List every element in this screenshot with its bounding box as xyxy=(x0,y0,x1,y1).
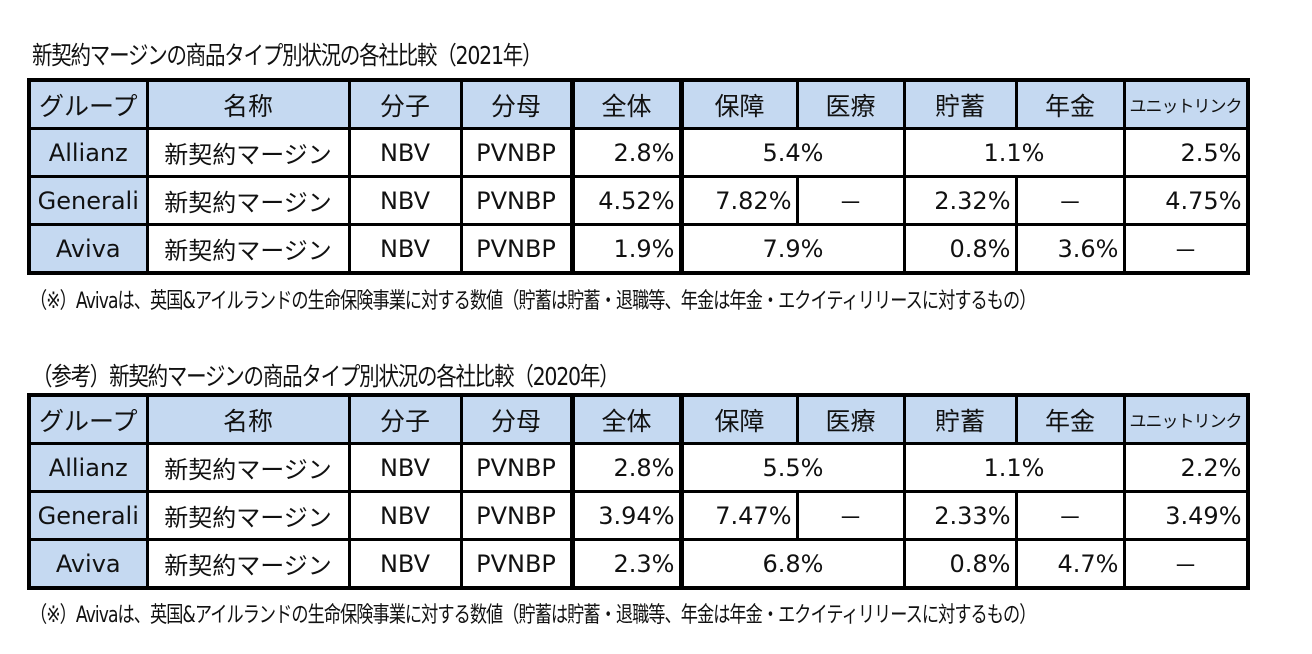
savings-cell: 2.33% xyxy=(902,490,1018,541)
pension-cell: － xyxy=(1014,175,1126,226)
numerator-cell: NBV xyxy=(347,538,463,590)
pension-cell: － xyxy=(1014,490,1126,541)
header-denominator: 分母 xyxy=(459,78,574,130)
numerator-cell: NBV xyxy=(347,442,463,493)
protection-medical-cell: 5.5% xyxy=(679,442,906,493)
total-cell: 4.52% xyxy=(569,175,684,226)
savings-pension-cell: 1.1% xyxy=(902,127,1126,178)
header-medical: 医療 xyxy=(795,78,906,130)
group-cell: Generali xyxy=(27,490,149,541)
header-unit-linked: ユニットリンク xyxy=(1122,78,1249,130)
savings-cell: 0.8% xyxy=(902,223,1018,275)
footnote-2020: （※）Avivaは、英国&アイルランドの生命保険事業に対する数値（貯蓄は貯蓄・退… xyxy=(30,603,1036,628)
denominator-cell: PVNBP xyxy=(459,490,574,541)
table-row: Allianz 新契約マージン NBV PVNBP 2.8% 5.4% 1.1%… xyxy=(27,127,1249,178)
header-savings: 貯蓄 xyxy=(902,393,1018,445)
protection-cell: 7.47% xyxy=(679,490,799,541)
unit-linked-cell: 2.5% xyxy=(1122,127,1249,178)
denominator-cell: PVNBP xyxy=(459,442,574,493)
header-row: グループ 名称 分子 分母 全体 保障 医療 貯蓄 年金 ユニットリンク xyxy=(27,393,1249,445)
total-cell: 2.8% xyxy=(569,127,684,178)
unit-linked-cell: － xyxy=(1122,223,1249,275)
header-protection: 保障 xyxy=(679,393,799,445)
name-cell: 新契約マージン xyxy=(145,538,351,590)
unit-linked-cell: 3.49% xyxy=(1122,490,1249,541)
name-cell: 新契約マージン xyxy=(145,223,351,275)
header-denominator: 分母 xyxy=(459,393,574,445)
medical-cell: － xyxy=(795,175,906,226)
numerator-cell: NBV xyxy=(347,223,463,275)
denominator-cell: PVNBP xyxy=(459,175,574,226)
name-cell: 新契約マージン xyxy=(145,490,351,541)
total-cell: 1.9% xyxy=(569,223,684,275)
savings-cell: 0.8% xyxy=(902,538,1018,590)
unit-linked-cell: 4.75% xyxy=(1122,175,1249,226)
header-total: 全体 xyxy=(569,78,684,130)
protection-cell: 7.82% xyxy=(679,175,799,226)
header-pension: 年金 xyxy=(1014,78,1126,130)
pension-cell: 4.7% xyxy=(1014,538,1126,590)
table-row: Aviva 新契約マージン NBV PVNBP 1.9% 7.9% 0.8% 3… xyxy=(27,223,1249,275)
total-cell: 2.8% xyxy=(569,442,684,493)
denominator-cell: PVNBP xyxy=(459,538,574,590)
total-cell: 2.3% xyxy=(569,538,684,590)
medical-cell: － xyxy=(795,490,906,541)
header-name: 名称 xyxy=(145,393,351,445)
table-row: Generali 新契約マージン NBV PVNBP 3.94% 7.47% －… xyxy=(27,490,1249,541)
table-row: Allianz 新契約マージン NBV PVNBP 2.8% 5.5% 1.1%… xyxy=(27,442,1249,493)
table-title-2020: （参考）新契約マージンの商品タイプ別状況の各社比較（2020年） xyxy=(32,362,620,391)
header-numerator: 分子 xyxy=(347,393,463,445)
denominator-cell: PVNBP xyxy=(459,223,574,275)
header-group: グループ xyxy=(27,78,149,130)
unit-linked-cell: － xyxy=(1122,538,1249,590)
group-cell: Allianz xyxy=(27,442,149,493)
header-name: 名称 xyxy=(145,78,351,130)
unit-linked-cell: 2.2% xyxy=(1122,442,1249,493)
protection-medical-cell: 6.8% xyxy=(679,538,906,590)
protection-medical-cell: 7.9% xyxy=(679,223,906,275)
table-row: Aviva 新契約マージン NBV PVNBP 2.3% 6.8% 0.8% 4… xyxy=(27,538,1249,590)
numerator-cell: NBV xyxy=(347,175,463,226)
protection-medical-cell: 5.4% xyxy=(679,127,906,178)
group-cell: Generali xyxy=(27,175,149,226)
denominator-cell: PVNBP xyxy=(459,127,574,178)
footnote-2021: （※）Avivaは、英国&アイルランドの生命保険事業に対する数値（貯蓄は貯蓄・退… xyxy=(30,289,1036,314)
pension-cell: 3.6% xyxy=(1014,223,1126,275)
header-protection: 保障 xyxy=(679,78,799,130)
header-total: 全体 xyxy=(569,393,684,445)
header-pension: 年金 xyxy=(1014,393,1126,445)
group-cell: Aviva xyxy=(27,538,149,590)
numerator-cell: NBV xyxy=(347,490,463,541)
header-numerator: 分子 xyxy=(347,78,463,130)
name-cell: 新契約マージン xyxy=(145,442,351,493)
group-cell: Aviva xyxy=(27,223,149,275)
savings-cell: 2.32% xyxy=(902,175,1018,226)
margin-table-2021: グループ 名称 分子 分母 全体 保障 医療 貯蓄 年金 ユニットリンク All… xyxy=(27,78,1250,275)
header-row: グループ 名称 分子 分母 全体 保障 医療 貯蓄 年金 ユニットリンク xyxy=(27,78,1249,130)
header-medical: 医療 xyxy=(795,393,906,445)
header-unit-linked: ユニットリンク xyxy=(1122,393,1249,445)
total-cell: 3.94% xyxy=(569,490,684,541)
name-cell: 新契約マージン xyxy=(145,127,351,178)
table-title-2021: 新契約マージンの商品タイプ別状況の各社比較（2021年） xyxy=(32,41,543,70)
name-cell: 新契約マージン xyxy=(145,175,351,226)
group-cell: Allianz xyxy=(27,127,149,178)
table-row: Generali 新契約マージン NBV PVNBP 4.52% 7.82% －… xyxy=(27,175,1249,226)
savings-pension-cell: 1.1% xyxy=(902,442,1126,493)
margin-table-2020: グループ 名称 分子 分母 全体 保障 医療 貯蓄 年金 ユニットリンク All… xyxy=(27,393,1250,590)
header-savings: 貯蓄 xyxy=(902,78,1018,130)
header-group: グループ xyxy=(27,393,149,445)
numerator-cell: NBV xyxy=(347,127,463,178)
